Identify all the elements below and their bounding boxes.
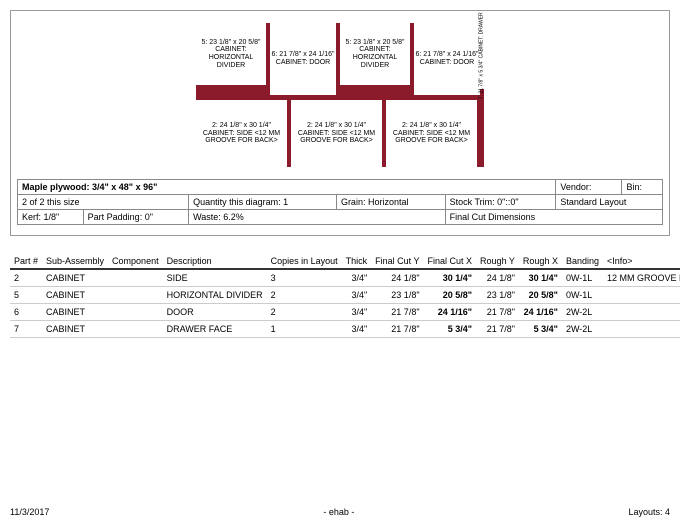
table-cell: [603, 287, 680, 304]
table-cell: CABINET: [42, 287, 108, 304]
outer-frame: 5: 23 1/8" x 20 5/8" CABINET: HORIZONTAL…: [10, 10, 670, 236]
table-row: 2CABINETSIDE33/4"24 1/8"30 1/4"24 1/8"30…: [10, 269, 680, 287]
cut-piece: 5: 23 1/8" x 20 5/8" CABINET: HORIZONTAL…: [196, 23, 266, 85]
cut-piece: 6: 21 7/8" x 24 1/16" CABINET: DOOR: [270, 23, 336, 95]
table-cell: CABINET: [42, 321, 108, 338]
table-cell: 2: [267, 304, 342, 321]
size-text: 2 of 2 this size: [18, 195, 189, 210]
cut-sheet: 5: 23 1/8" x 20 5/8" CABINET: HORIZONTAL…: [196, 23, 484, 167]
table-cell: 21 7/8": [476, 321, 519, 338]
kerf: Kerf: 1/8": [18, 210, 84, 225]
table-cell: 2: [267, 287, 342, 304]
material-header: Maple plywood: 3/4" x 48" x 96": [18, 180, 556, 195]
table-cell: 21 7/8": [371, 304, 423, 321]
table-cell: 0W-1L: [562, 269, 603, 287]
table-cell: SIDE: [163, 269, 267, 287]
parts-col-header: Description: [163, 254, 267, 269]
cut-piece: 6: 21 7/8" x 24 1/16" CABINET: DOOR: [414, 23, 480, 95]
table-cell: 12 MM GROOVE FOR BACK: [603, 269, 680, 287]
table-cell: 2W-2L: [562, 321, 603, 338]
parts-col-header: Thick: [342, 254, 372, 269]
parts-col-header: Banding: [562, 254, 603, 269]
table-cell: 24 1/16": [424, 304, 477, 321]
layout-type: Standard Layout: [556, 195, 663, 210]
table-cell: 20 5/8": [424, 287, 477, 304]
info-table: Maple plywood: 3/4" x 48" x 96" Vendor: …: [17, 179, 663, 225]
table-cell: 3/4": [342, 269, 372, 287]
cut-piece: 5: 23 1/8" x 20 5/8" CABINET: HORIZONTAL…: [340, 23, 410, 85]
padding: Part Padding: 0": [83, 210, 188, 225]
bin-cell: Bin:: [622, 180, 663, 195]
page-footer: 11/3/2017 - ehab - Layouts: 4: [10, 507, 670, 517]
waste: Waste: 6.2%: [189, 210, 446, 225]
footer-center: - ehab -: [323, 507, 354, 517]
grain: Grain: Horizontal: [336, 195, 445, 210]
parts-col-header: Final Cut Y: [371, 254, 423, 269]
finalcut: Final Cut Dimensions: [445, 210, 662, 225]
table-cell: CABINET: [42, 304, 108, 321]
table-cell: 24 1/16": [519, 304, 562, 321]
table-cell: 24 1/8": [476, 269, 519, 287]
table-cell: 0W-1L: [562, 287, 603, 304]
table-cell: 2: [10, 269, 42, 287]
parts-col-header: Component: [108, 254, 163, 269]
table-cell: [603, 304, 680, 321]
table-row: 5CABINETHORIZONTAL DIVIDER23/4"23 1/8"20…: [10, 287, 680, 304]
table-cell: HORIZONTAL DIVIDER: [163, 287, 267, 304]
cut-piece: 2: 24 1/8" x 30 1/4" CABINET: SIDE <12 M…: [291, 100, 382, 167]
parts-col-header: Part #: [10, 254, 42, 269]
parts-col-header: Copies in Layout: [267, 254, 342, 269]
table-cell: 30 1/4": [519, 269, 562, 287]
parts-col-header: Sub-Assembly: [42, 254, 108, 269]
table-cell: 20 5/8": [519, 287, 562, 304]
cut-piece: 2: 24 1/8" x 30 1/4" CABINET: SIDE <12 M…: [386, 100, 477, 167]
table-cell: [603, 321, 680, 338]
table-row: 6CABINETDOOR23/4"21 7/8"24 1/16"21 7/8"2…: [10, 304, 680, 321]
stock-trim: Stock Trim: 0"::0": [445, 195, 556, 210]
table-cell: DOOR: [163, 304, 267, 321]
table-cell: 3/4": [342, 287, 372, 304]
table-cell: 23 1/8": [476, 287, 519, 304]
table-row: 7CABINETDRAWER FACE13/4"21 7/8"5 3/4"21 …: [10, 321, 680, 338]
diagram-area: 5: 23 1/8" x 20 5/8" CABINET: HORIZONTAL…: [17, 17, 663, 175]
parts-col-header: Rough X: [519, 254, 562, 269]
cut-piece: 2: 24 1/8" x 30 1/4" CABINET: SIDE <12 M…: [196, 100, 287, 167]
table-cell: [108, 321, 163, 338]
parts-header-row: Part #Sub-AssemblyComponentDescriptionCo…: [10, 254, 680, 269]
table-cell: 21 7/8": [476, 304, 519, 321]
table-cell: 21 7/8": [371, 321, 423, 338]
table-cell: 30 1/4": [424, 269, 477, 287]
table-cell: CABINET: [42, 269, 108, 287]
parts-table: Part #Sub-AssemblyComponentDescriptionCo…: [10, 254, 680, 338]
table-cell: 5: [10, 287, 42, 304]
table-cell: DRAWER FACE: [163, 321, 267, 338]
quantity: Quantity this diagram: 1: [189, 195, 337, 210]
table-cell: 3/4": [342, 304, 372, 321]
table-cell: 23 1/8": [371, 287, 423, 304]
footer-right: Layouts: 4: [628, 507, 670, 517]
table-cell: 5 3/4": [519, 321, 562, 338]
table-cell: 24 1/8": [371, 269, 423, 287]
table-cell: 5 3/4": [424, 321, 477, 338]
table-cell: 7: [10, 321, 42, 338]
table-cell: 6: [10, 304, 42, 321]
table-cell: 3: [267, 269, 342, 287]
table-cell: [108, 304, 163, 321]
table-cell: [108, 269, 163, 287]
parts-col-header: Final Cut X: [424, 254, 477, 269]
table-cell: 1: [267, 321, 342, 338]
table-cell: 3/4": [342, 321, 372, 338]
parts-col-header: <Info>: [603, 254, 680, 269]
cut-piece: 7: 21 7/8" x 5 3/4" CABINET: DRAWER: [480, 23, 484, 89]
footer-date: 11/3/2017: [10, 507, 49, 517]
vendor-cell: Vendor:: [556, 180, 622, 195]
parts-col-header: Rough Y: [476, 254, 519, 269]
table-cell: 2W-2L: [562, 304, 603, 321]
table-cell: [108, 287, 163, 304]
